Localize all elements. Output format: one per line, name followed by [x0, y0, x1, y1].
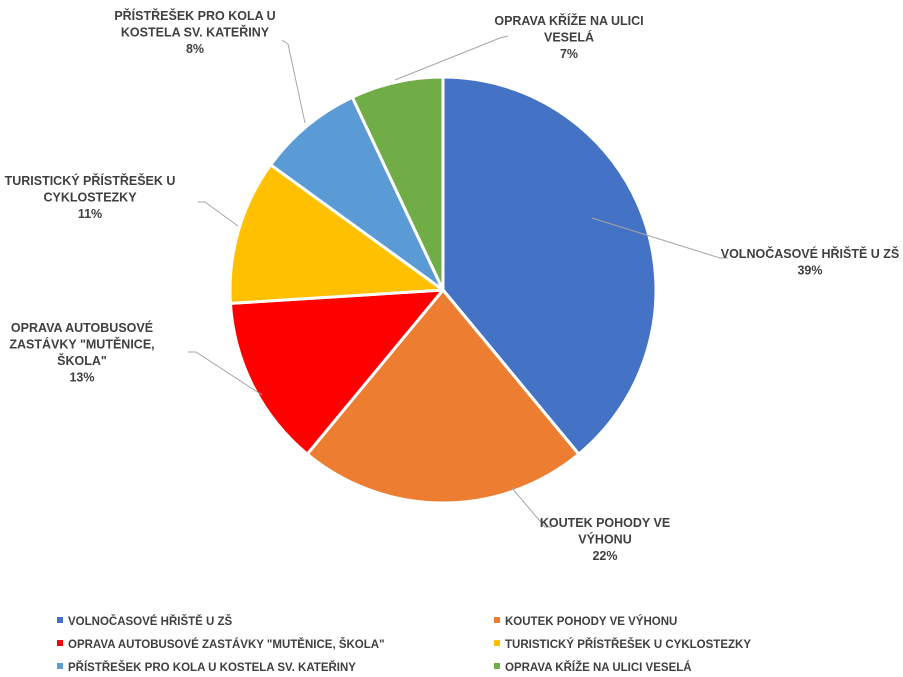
legend-swatch	[494, 617, 500, 623]
data-label-text: TURISTICKÝ PŘÍSTŘEŠEK U	[5, 173, 176, 188]
data-label-text: VOLNOČASOVÉ HŘIŠTĚ U ZŠ	[721, 246, 900, 261]
legend-swatch	[57, 617, 63, 623]
data-label-percent: 39%	[797, 264, 822, 278]
legend-item: OPRAVA AUTOBUSOVÉ ZASTÁVKY "MUTĚNICE, ŠK…	[57, 638, 385, 651]
pie-slice	[269, 95, 445, 292]
data-label-percent: 7%	[560, 47, 578, 61]
data-label-text: KOSTELA SV. KATEŘINY	[121, 25, 270, 40]
pie-slice	[228, 163, 445, 305]
legend-label: OPRAVA AUTOBUSOVÉ ZASTÁVKY "MUTĚNICE, ŠK…	[68, 638, 385, 651]
legend-label: TURISTICKÝ PŘÍSTŘEŠEK U CYKLOSTEZKY	[505, 638, 751, 651]
data-label: KOUTEK POHODY VE VÝHONU 22%	[540, 516, 670, 563]
legend-swatch	[57, 640, 63, 646]
data-label: VOLNOČASOVÉ HŘIŠTĚ U ZŠ 39%	[721, 246, 900, 278]
data-label-text: KOUTEK POHODY VE	[540, 516, 670, 530]
data-label: PŘÍSTŘEŠEK PRO KOLA U KOSTELA SV. KATEŘIN…	[114, 8, 275, 56]
leader-line	[281, 39, 306, 124]
leader-line	[591, 217, 728, 259]
data-label: OPRAVA KŘÍŽE NA ULICI VESELÁ 7%	[494, 13, 643, 61]
pie-slices	[228, 75, 658, 505]
legend-item: KOUTEK POHODY VE VÝHONU	[494, 615, 677, 628]
data-label-percent: 11%	[78, 207, 102, 221]
legend-item: PŘÍSTŘEŠEK PRO KOLA U KOSTELA SV. KATEŘI…	[57, 661, 356, 674]
legend-item: OPRAVA KŘÍŽE NA ULICI VESELÁ	[494, 661, 692, 674]
data-label: TURISTICKÝ PŘÍSTŘEŠEK U CYKLOSTEZKY 11%	[5, 173, 176, 221]
leader-line	[511, 487, 552, 528]
data-label-text: PŘÍSTŘEŠEK PRO KOLA U	[114, 8, 275, 23]
legend-item: TURISTICKÝ PŘÍSTŘEŠEK U CYKLOSTEZKY	[494, 638, 751, 651]
pie-slice	[305, 288, 581, 505]
legend-swatch	[494, 640, 500, 646]
data-label-percent: 22%	[592, 549, 617, 563]
data-label-text: ZASTÁVKY "MUTĚNICE,	[9, 337, 154, 352]
pie-slice	[441, 75, 658, 456]
pie-slice	[350, 75, 445, 292]
data-label-text: VÝHONU	[578, 532, 631, 547]
data-label-text: VESELÁ	[544, 30, 594, 45]
data-label-percent: 8%	[186, 42, 204, 56]
data-labels: VOLNOČASOVÉ HŘIŠTĚ U ZŠ 39% KOUTEK POHODY …	[5, 8, 900, 563]
data-label-percent: 13%	[69, 371, 94, 385]
pie-slice	[228, 288, 445, 456]
legend-swatch	[57, 663, 63, 669]
data-label-text: CYKLOSTEZKY	[43, 191, 137, 205]
legend-label: PŘÍSTŘEŠEK PRO KOLA U KOSTELA SV. KATEŘI…	[68, 661, 356, 674]
data-label-text: OPRAVA KŘÍŽE NA ULICI	[494, 13, 643, 28]
leader-line	[188, 351, 263, 396]
leader-line	[198, 201, 239, 227]
data-label: OPRAVA AUTOBUSOVÉ ZASTÁVKY "MUTĚNICE, ŠKOL…	[9, 320, 154, 385]
legend-label: VOLNOČASOVÉ HŘIŠTĚ U ZŠ	[68, 615, 233, 628]
legend-label: OPRAVA KŘÍŽE NA ULICI VESELÁ	[505, 661, 692, 674]
data-label-text: OPRAVA AUTOBUSOVÉ	[11, 320, 153, 335]
legend-swatch	[494, 663, 500, 669]
leader-lines	[188, 35, 728, 528]
leader-line	[394, 35, 509, 81]
data-label-text: ŠKOLA"	[57, 353, 107, 368]
legend-item: VOLNOČASOVÉ HŘIŠTĚ U ZŠ	[57, 615, 233, 628]
legend: VOLNOČASOVÉ HŘIŠTĚ U ZŠ KOUTEK POHODY VE …	[57, 615, 751, 674]
legend-label: KOUTEK POHODY VE VÝHONU	[505, 615, 677, 628]
